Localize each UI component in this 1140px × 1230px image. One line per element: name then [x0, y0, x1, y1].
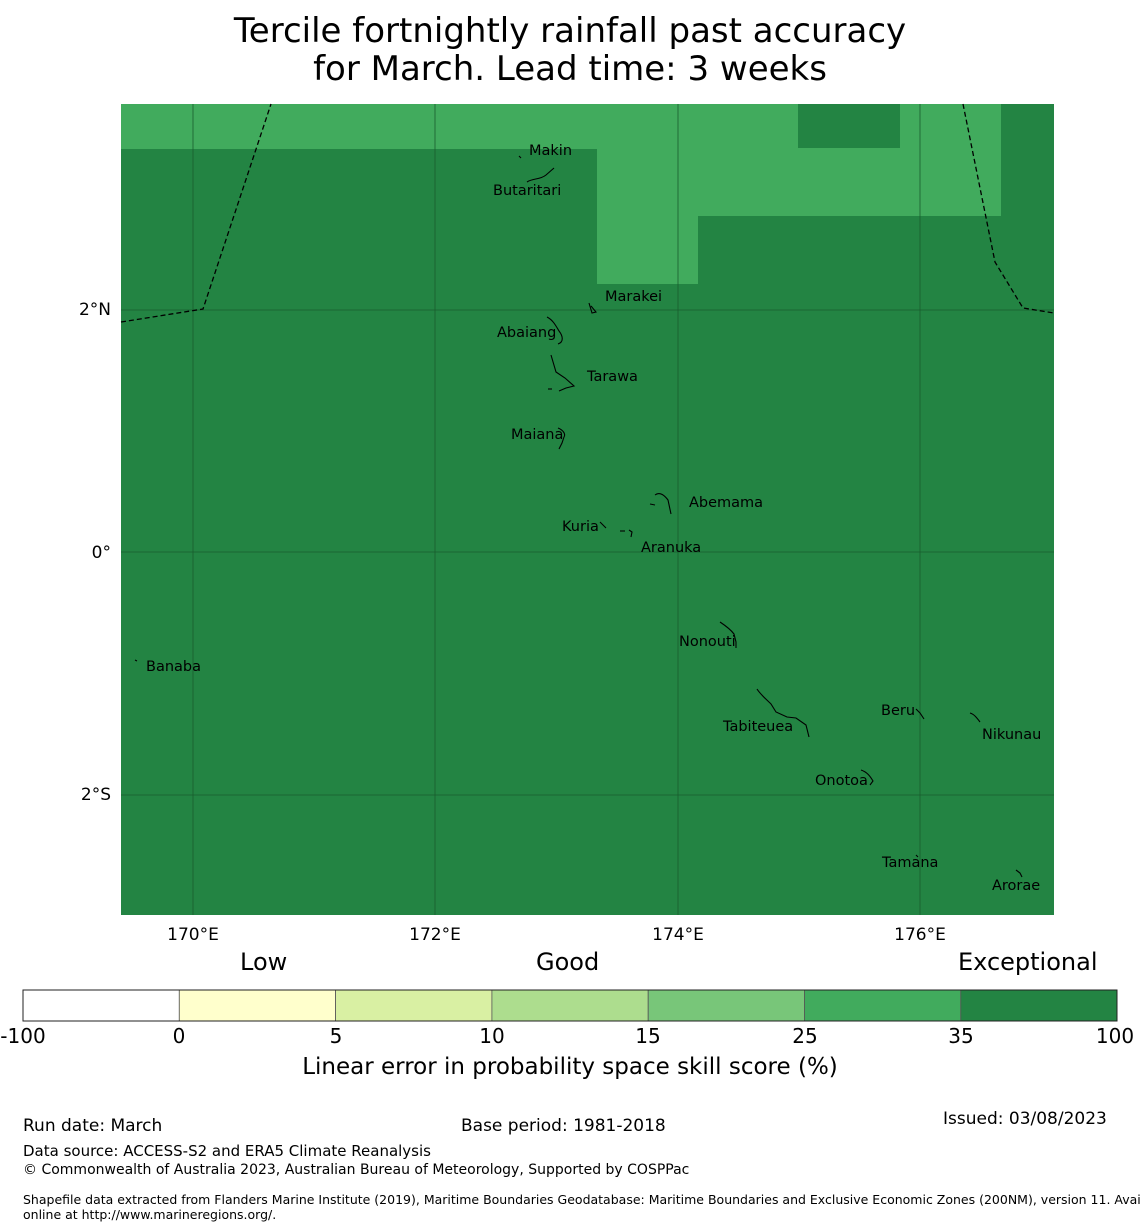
label-kuria: Kuria [562, 519, 599, 535]
label-makin: Makin [529, 143, 572, 159]
issued-date: Issued: 03/08/2023 [943, 1109, 1107, 1129]
skill-cell-band [900, 104, 1001, 149]
label-onotoa: Onotoa [815, 773, 868, 789]
label-maiana: Maiana [511, 427, 563, 443]
label-butaritari: Butaritari [493, 183, 561, 199]
base-period: Base period: 1981-2018 [461, 1116, 666, 1136]
lat-label-2n: 2°N [79, 300, 111, 320]
skill-cell-band [597, 148, 1001, 216]
colorbar-segment [22, 989, 180, 1022]
map-title-line2: for March. Lead time: 3 weeks [313, 49, 827, 89]
colorbar-tick: 10 [479, 1024, 505, 1048]
label-beru: Beru [881, 703, 915, 719]
colorbar-segment [178, 989, 337, 1022]
colorbar-tick: 100 [1095, 1024, 1135, 1048]
label-tarawa: Tarawa [586, 369, 638, 385]
label-abaiang: Abaiang [497, 325, 556, 341]
colorbar-segment [335, 989, 493, 1022]
lon-label-172: 172°E [409, 925, 461, 945]
label-nonouti: Nonouti [679, 634, 736, 650]
run-date: Run date: March [23, 1116, 163, 1136]
category-good: Good [536, 948, 600, 976]
label-aranuka: Aranuka [641, 540, 701, 556]
colorbar-tick: 35 [948, 1024, 974, 1048]
label-tabiteuea: Tabiteuea [722, 719, 793, 735]
colorbar-segment [804, 989, 962, 1022]
colorbar-segment [960, 989, 1118, 1022]
shapefile-credit-line1: Shapefile data extracted from Flanders M… [23, 1192, 1140, 1207]
data-source: Data source: ACCESS-S2 and ERA5 Climate … [23, 1142, 431, 1160]
colorbar-tick: 0 [172, 1024, 186, 1048]
map-title-line1: Tercile fortnightly rainfall past accura… [233, 11, 907, 51]
label-banaba: Banaba [146, 659, 201, 675]
skill-field-exceptional [121, 104, 1054, 915]
skill-cell-band [121, 104, 798, 149]
colorbar-tick: 25 [792, 1024, 818, 1048]
colorbar-label: Linear error in probability space skill … [302, 1054, 838, 1080]
lon-label-170: 170°E [167, 925, 219, 945]
lat-label-2s: 2°S [81, 785, 111, 805]
lon-label-174: 174°E [652, 925, 704, 945]
colorbar-segment [491, 989, 649, 1022]
lon-label-176: 176°E [894, 925, 946, 945]
label-nikunau: Nikunau [982, 727, 1041, 743]
skill-cell-band [597, 215, 698, 284]
colorbar-segment [647, 989, 805, 1022]
eez-boundaries [120, 103, 1055, 323]
colorbar-tick: -100 [0, 1024, 46, 1048]
label-marakei: Marakei [605, 289, 662, 305]
colorbar [22, 989, 1118, 1022]
colorbar-tick: 15 [635, 1024, 661, 1048]
label-tamana: Tamana [881, 855, 938, 871]
category-low: Low [240, 948, 288, 976]
island-outlines [134, 155, 1023, 878]
colorbar-tick: 5 [329, 1024, 343, 1048]
label-arorae: Arorae [992, 878, 1040, 894]
graticule [121, 104, 1054, 915]
category-exceptional: Exceptional [958, 948, 1098, 976]
lat-label-0: 0° [92, 543, 111, 563]
copyright: © Commonwealth of Australia 2023, Austra… [23, 1162, 690, 1178]
shapefile-credit-line2: online at http://www.marineregions.org/. [23, 1207, 277, 1222]
label-abemama: Abemama [689, 495, 763, 511]
